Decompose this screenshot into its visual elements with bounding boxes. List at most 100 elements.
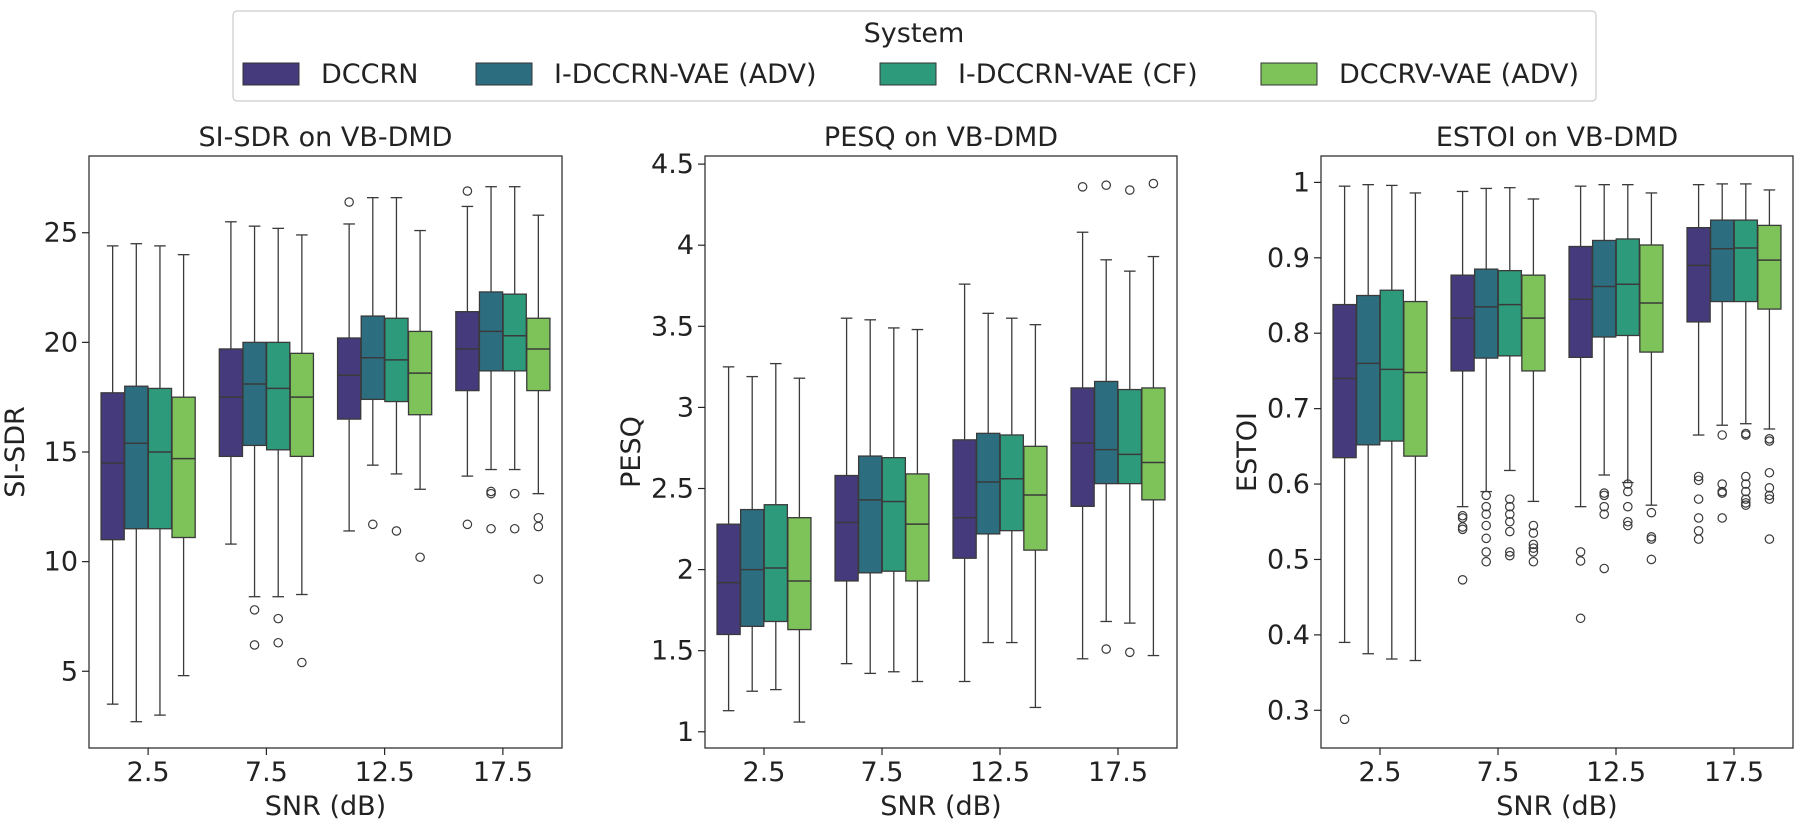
legend-items: DCCRN I-DCCRN-VAE (ADV) I-DCCRN-VAE (CF) DC…: [242, 59, 1579, 90]
box-iqr: [787, 517, 812, 631]
box-i-dccrn-vae-adv--snr-17.5: [478, 186, 504, 534]
box-dccrv-vae-adv--snr-2.5: [171, 254, 196, 677]
box-dccrv-vae-adv--snr-7.5: [905, 328, 930, 683]
box-iqr: [1591, 239, 1617, 338]
outlier-point: [1599, 501, 1609, 512]
box-i-dccrn-vae-cf--snr-2.5: [1379, 184, 1405, 660]
outlier-point: [1505, 547, 1515, 557]
x-tick-label: 17.5: [473, 757, 533, 788]
outlier-point: [1077, 182, 1088, 192]
y-tick-label: 0.5: [1267, 544, 1310, 575]
box-i-dccrn-vae-cf--snr-17.5: [502, 186, 527, 534]
outlier-point: [533, 512, 544, 523]
legend-swatch: [1260, 62, 1318, 86]
outlier-point: [1481, 556, 1491, 567]
box-i-dccrn-vae-adv--snr-17.5: [1093, 180, 1119, 654]
legend: System DCCRN I-DCCRN-VAE (ADV) I-DCCRN-VAE…: [232, 10, 1597, 102]
x-axis-label: SNR (dB): [1496, 791, 1617, 822]
x-tick-label: 2.5: [127, 757, 170, 788]
outlier-point: [1148, 178, 1159, 189]
box-dccrn-snr-17.5: [1686, 184, 1711, 544]
box-iqr: [881, 457, 907, 572]
outlier-point: [1575, 613, 1586, 624]
box-i-dccrn-vae-cf--snr-17.5: [1733, 183, 1759, 510]
y-axis-label: ESTOI: [1232, 412, 1263, 492]
x-tick-label: 2.5: [743, 757, 786, 788]
x-axis-label: SNR (dB): [880, 791, 1001, 822]
legend-label: I-DCCRN-VAE (CF): [958, 59, 1198, 90]
y-tick-label: 0.4: [1267, 620, 1310, 651]
outlier-point: [1764, 436, 1775, 446]
box-dccrv-vae-adv--snr-2.5: [787, 377, 812, 723]
box-iqr: [1093, 380, 1119, 485]
outlier-point: [1623, 486, 1633, 497]
outlier-point: [1623, 479, 1633, 489]
x-tick-label: 17.5: [1704, 757, 1764, 788]
box-iqr: [716, 523, 741, 636]
legend-label: I-DCCRN-VAE (ADV): [554, 59, 817, 90]
outlier-point: [1505, 516, 1515, 527]
outlier-point: [367, 519, 378, 530]
outlier-point: [249, 640, 260, 650]
legend-title: System: [864, 18, 965, 49]
x-tick-label: 17.5: [1088, 757, 1148, 788]
outlier-point: [1575, 547, 1586, 557]
box-dccrn-snr-12.5: [1568, 185, 1593, 624]
box-dccrn-snr-7.5: [218, 221, 244, 545]
y-tick-label: 15: [44, 437, 78, 468]
outlier-point: [391, 526, 402, 536]
outlier-point: [1599, 509, 1609, 520]
box-dccrn-snr-7.5: [1450, 190, 1475, 585]
box-dccrv-vae-adv--snr-2.5: [1403, 192, 1428, 662]
y-tick-label: 4.5: [651, 149, 694, 180]
outlier-point: [462, 186, 473, 196]
outlier-point: [1646, 534, 1657, 544]
box-iqr: [455, 311, 480, 392]
box-dccrv-vae-adv--snr-17.5: [1141, 178, 1166, 657]
outlier-point: [273, 637, 283, 648]
y-tick-label: 25: [44, 218, 78, 249]
outlier-point: [1646, 554, 1657, 565]
box-iqr: [265, 341, 291, 451]
outlier-point: [415, 552, 425, 563]
box-iqr: [1521, 274, 1546, 372]
box-iqr: [739, 508, 765, 628]
box-iqr: [999, 434, 1025, 532]
box-iqr: [1568, 245, 1593, 359]
y-tick-label: 2.5: [651, 473, 694, 504]
outlier-point: [1481, 547, 1491, 557]
box-iqr: [336, 337, 362, 420]
y-tick-label: 5: [61, 656, 78, 687]
box-iqr: [1023, 445, 1048, 551]
outlier-point: [344, 197, 354, 207]
box-i-dccrn-vae-adv--snr-12.5: [1591, 184, 1617, 574]
outlier-point: [1717, 513, 1727, 523]
box-dccrv-vae-adv--snr-7.5: [289, 234, 315, 668]
x-tick-label: 12.5: [1586, 757, 1646, 788]
box-iqr: [905, 473, 930, 582]
box-i-dccrn-vae-cf--snr-12.5: [1615, 184, 1641, 531]
y-tick-label: 3: [677, 392, 694, 423]
outlier-point: [533, 574, 544, 584]
outlier-point: [1481, 490, 1491, 501]
box-iqr: [147, 387, 173, 530]
box-i-dccrn-vae-cf--snr-2.5: [147, 245, 173, 716]
outlier-point: [1101, 644, 1111, 654]
legend-label: DCCRN: [321, 59, 418, 90]
outlier-point: [1481, 509, 1491, 520]
outlier-point: [273, 613, 283, 624]
outlier-point: [1528, 520, 1539, 531]
chart-panel-3: ESTOI on VB-DMD0.30.40.50.60.70.80.912.5…: [1232, 122, 1794, 822]
box-i-dccrn-vae-adv--snr-7.5: [857, 319, 883, 675]
outlier-point: [1457, 513, 1468, 523]
box-iqr: [857, 455, 883, 574]
x-tick-label: 12.5: [355, 757, 415, 788]
box-dccrv-vae-adv--snr-12.5: [1639, 192, 1664, 565]
box-iqr: [1497, 269, 1523, 357]
y-axis-label: SI-SDR: [0, 406, 31, 498]
y-tick-label: 0.6: [1267, 469, 1310, 500]
outlier-point: [297, 657, 307, 668]
outlier-point: [1505, 494, 1515, 504]
